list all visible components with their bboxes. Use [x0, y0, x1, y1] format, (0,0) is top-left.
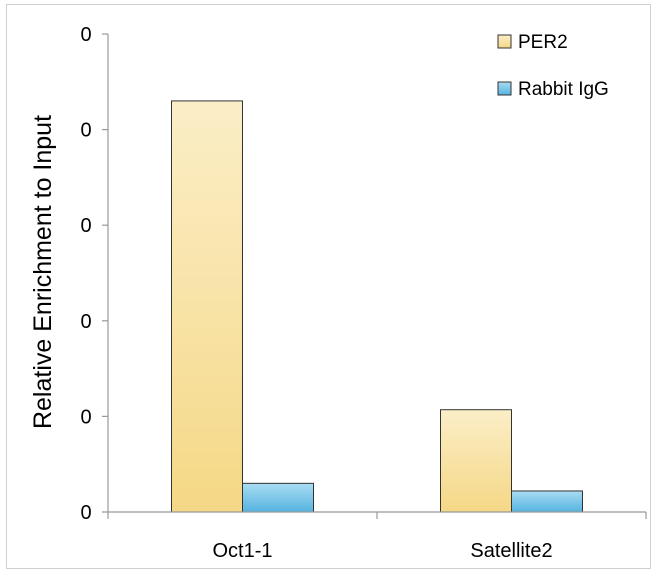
x-tick-label: Satellite2	[470, 540, 552, 562]
bar-rabbit-igg-oct1-1	[242, 482, 314, 513]
bars	[171, 100, 583, 513]
y-axis-ticks: 0 0 0 0 0 0	[80, 24, 108, 524]
bar-rabbit-igg-satellite2	[511, 490, 583, 513]
bar-per2-satellite2	[440, 409, 512, 513]
y-tick-label: 0	[80, 215, 91, 237]
y-tick-label: 0	[80, 120, 91, 142]
legend: PER2 Rabbit IgG	[497, 32, 609, 100]
x-axis-labels: Oct1-1 Satellite2	[212, 540, 552, 562]
legend-swatch-rabbit-igg	[497, 81, 512, 96]
chart-frame	[6, 4, 651, 569]
x-tick-label: Oct1-1	[212, 540, 272, 562]
y-tick-label: 0	[80, 406, 91, 428]
legend-label-per2: PER2	[518, 32, 568, 53]
x-axis-ticks	[107, 512, 647, 519]
y-tick-label: 0	[80, 24, 91, 46]
legend-label-rabbit-igg: Rabbit IgG	[518, 79, 609, 100]
bar-per2-oct1-1	[171, 100, 243, 513]
y-tick-label: 0	[80, 502, 91, 524]
y-axis-title: Relative Enrichment to Input	[29, 115, 57, 429]
legend-swatch-per2	[497, 34, 512, 49]
y-tick-label: 0	[80, 311, 91, 333]
